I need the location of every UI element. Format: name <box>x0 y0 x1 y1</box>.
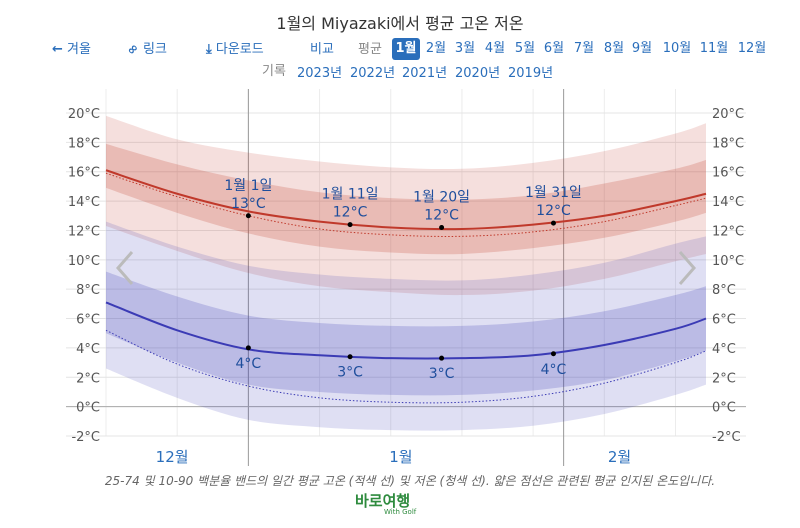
y-tick-label-left: 8°C <box>76 283 100 298</box>
month-tab-5[interactable]: 5월 <box>514 41 536 56</box>
chevron-right-icon <box>678 251 696 285</box>
history-year-2022[interactable]: 2022년 <box>350 66 396 81</box>
high-marker <box>550 220 556 226</box>
band-10-90-0 <box>106 115 706 296</box>
annotation-low-value: 3°C <box>337 365 363 381</box>
y-tick-label-left: 12°C <box>68 224 100 239</box>
page-title: 1월의 Miyazaki에서 평균 고온 저온 <box>276 14 524 33</box>
annotation-high-value: 12°C <box>424 208 459 224</box>
x-month-label: 12월 <box>156 448 189 466</box>
download-icon: ⤓ <box>206 42 212 57</box>
chart-lines <box>105 169 707 404</box>
x-month-label: 1월 <box>389 448 412 466</box>
month-tab-9[interactable]: 9월 <box>631 41 653 56</box>
link-label: 링크 <box>142 42 167 57</box>
annotation-date: 1월 31일 <box>525 185 582 201</box>
y-axis: -2°C -2°C 0°C 0°C 2°C 2°C 4°C 4°C 6°C 6°C 8°C 8°C 10… <box>68 107 744 445</box>
history-label: 기록 <box>262 64 286 79</box>
annotation-low-value: 3°C <box>429 366 455 382</box>
x-month-label: 2월 <box>608 448 631 466</box>
chart-annotations: 1월 1일 13°C 4°C 1월 11일 12°C 3°C 1월 20일 12°C 3°C 1월… <box>224 178 582 382</box>
band-10-90-1 <box>106 221 706 431</box>
low-marker <box>439 355 445 361</box>
high-temp-line <box>105 169 707 231</box>
y-tick-label-right: 2°C <box>712 371 736 386</box>
chart-caption: 25-74 및 10-90 백분율 밴드의 일간 평균 고온 (적색 선) 및 … <box>104 474 716 488</box>
annotation-high-value: 13°C <box>231 196 266 212</box>
y-tick-label-right: 18°C <box>712 136 744 151</box>
next-month-arrow[interactable] <box>678 251 696 285</box>
annotation-date: 1월 20일 <box>413 190 470 206</box>
high-marker <box>245 213 251 219</box>
prev-month-arrow[interactable] <box>116 251 134 285</box>
low-marker <box>245 345 251 351</box>
y-tick-label-left: 10°C <box>68 254 100 269</box>
annotation-high-value: 12°C <box>333 205 368 221</box>
x-axis: 12월 1월 2월 <box>156 448 632 466</box>
download-label: 다운로드 <box>215 42 264 57</box>
arrow-left-icon: ← <box>52 42 63 57</box>
annotation-low-value: 4°C <box>541 362 567 378</box>
toolbar: ← 겨울 ∞ 링크 ⤓ 다운로드 비교 평균 1월 2월 3월 4월 5월 6월 7월 8월 9… <box>0 38 800 62</box>
back-button[interactable]: ← 겨울 <box>52 38 91 62</box>
history-row: 기록 2023년 2022년 2021년 2020년 2019년 <box>0 62 800 82</box>
month-tab-12[interactable]: 12월 <box>737 41 767 56</box>
brand-logo: 바로여행 <box>355 492 411 510</box>
history-year-2020[interactable]: 2020년 <box>455 66 501 81</box>
y-tick-label-left: -2°C <box>71 430 100 445</box>
y-tick-label-right: 0°C <box>712 401 736 416</box>
y-tick-label-left: 4°C <box>76 342 100 357</box>
y-tick-label-right: 12°C <box>712 224 744 239</box>
brand-logo-subtext: With Golf <box>384 508 417 516</box>
temperature-chart: -2°C -2°C 0°C 0°C 2°C 2°C 4°C 4°C 6°C 6°C 8°C 8°C 10… <box>66 89 746 466</box>
chart-bands <box>106 115 706 431</box>
y-tick-label-right: -2°C <box>712 430 741 445</box>
month-tab-2[interactable]: 2월 <box>425 41 447 56</box>
month-tab-10[interactable]: 10월 <box>662 41 692 56</box>
band-25-75-0 <box>106 143 706 255</box>
month-tab-4[interactable]: 4월 <box>484 41 506 56</box>
history-year-2021[interactable]: 2021년 <box>402 66 448 81</box>
low-marker <box>550 351 556 357</box>
low-marker <box>347 354 353 360</box>
y-tick-label-right: 6°C <box>712 313 736 328</box>
compare-link[interactable]: 비교 <box>310 42 334 57</box>
y-tick-label-left: 16°C <box>68 166 100 181</box>
y-tick-label-left: 0°C <box>76 401 100 416</box>
high-marker <box>439 225 445 231</box>
y-tick-label-right: 20°C <box>712 107 744 122</box>
y-tick-label-left: 20°C <box>68 107 100 122</box>
history-year-2023[interactable]: 2023년 <box>297 66 343 81</box>
link-button[interactable]: ∞ 링크 <box>124 38 167 62</box>
y-tick-label-left: 6°C <box>76 313 100 328</box>
annotation-low-value: 4°C <box>236 356 262 372</box>
y-tick-label-right: 10°C <box>712 254 744 269</box>
month-tab-3[interactable]: 3월 <box>454 41 476 56</box>
download-button[interactable]: ⤓ 다운로드 <box>206 38 264 62</box>
month-tab-11[interactable]: 11월 <box>699 41 729 56</box>
y-tick-label-left: 14°C <box>68 195 100 210</box>
month-tab-1[interactable]: 1월 <box>392 38 420 60</box>
high-marker <box>347 222 353 228</box>
annotation-high-value: 12°C <box>536 203 571 219</box>
month-tab-8[interactable]: 8월 <box>603 41 625 56</box>
y-tick-label-right: 14°C <box>712 195 744 210</box>
y-tick-label-right: 8°C <box>712 283 736 298</box>
y-tick-label-left: 18°C <box>68 136 100 151</box>
chevron-left-icon <box>116 251 134 285</box>
y-tick-label-right: 16°C <box>712 166 744 181</box>
y-tick-label-left: 2°C <box>76 371 100 386</box>
chart-grid <box>66 89 746 466</box>
low-temp-line <box>105 301 707 360</box>
back-label: 겨울 <box>67 42 91 57</box>
month-tab-6[interactable]: 6월 <box>543 41 565 56</box>
band-25-75-1 <box>106 271 706 396</box>
annotation-date: 1월 1일 <box>224 178 272 194</box>
annotation-date: 1월 11일 <box>322 187 379 203</box>
month-tab-7[interactable]: 7월 <box>573 41 595 56</box>
y-tick-label-right: 4°C <box>712 342 736 357</box>
average-label: 평균 <box>358 42 382 57</box>
history-year-2019[interactable]: 2019년 <box>508 66 554 81</box>
